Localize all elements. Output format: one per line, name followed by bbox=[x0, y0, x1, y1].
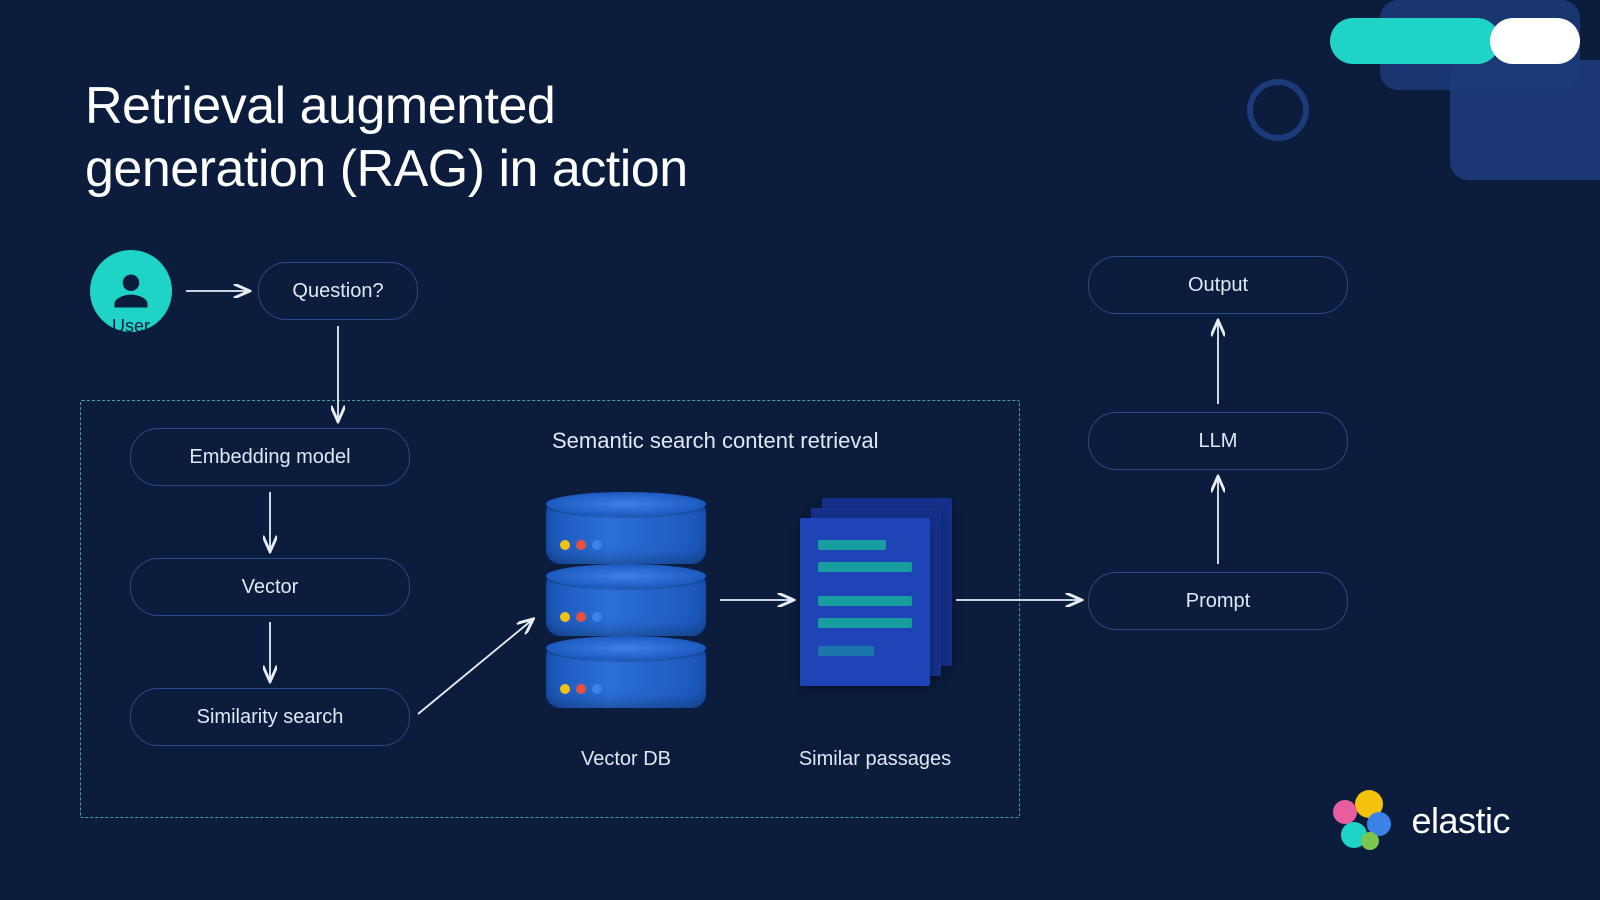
node-llm: LLM bbox=[1088, 412, 1348, 470]
node-question-label: Question? bbox=[292, 280, 383, 303]
node-vector-label: Vector bbox=[242, 576, 299, 599]
user-icon bbox=[109, 269, 153, 313]
passages-illustration bbox=[800, 498, 950, 678]
node-embedding-label: Embedding model bbox=[189, 446, 350, 469]
node-embedding-model: Embedding model bbox=[130, 428, 410, 486]
node-question: Question? bbox=[258, 262, 418, 320]
elastic-logo-icon bbox=[1331, 790, 1393, 852]
node-prompt: Prompt bbox=[1088, 572, 1348, 630]
page-title: Retrieval augmented generation (RAG) in … bbox=[85, 75, 688, 202]
title-line-1: Retrieval augmented bbox=[85, 77, 555, 135]
brand-name: elastic bbox=[1411, 800, 1510, 842]
node-vector: Vector bbox=[130, 558, 410, 616]
node-similarity-search: Similarity search bbox=[130, 688, 410, 746]
node-similarity-label: Similarity search bbox=[197, 706, 344, 729]
corner-decoration bbox=[1160, 0, 1600, 220]
db-dots bbox=[560, 684, 602, 694]
node-prompt-label: Prompt bbox=[1186, 590, 1250, 613]
node-output: Output bbox=[1088, 256, 1348, 314]
db-disk bbox=[546, 502, 706, 564]
db-dots bbox=[560, 540, 602, 550]
doc-front bbox=[800, 518, 930, 686]
node-output-label: Output bbox=[1188, 274, 1248, 297]
node-llm-label: LLM bbox=[1199, 430, 1238, 453]
user-label: User bbox=[90, 316, 172, 337]
db-disk bbox=[546, 646, 706, 708]
vector-db-caption: Vector DB bbox=[546, 748, 706, 771]
brand-elastic: elastic bbox=[1331, 790, 1510, 852]
vector-db-illustration bbox=[546, 502, 706, 718]
title-line-2: generation (RAG) in action bbox=[85, 140, 688, 198]
db-dots bbox=[560, 612, 602, 622]
db-disk bbox=[546, 574, 706, 636]
semantic-section-title: Semantic search content retrieval bbox=[552, 428, 879, 454]
passages-caption: Similar passages bbox=[770, 748, 980, 771]
